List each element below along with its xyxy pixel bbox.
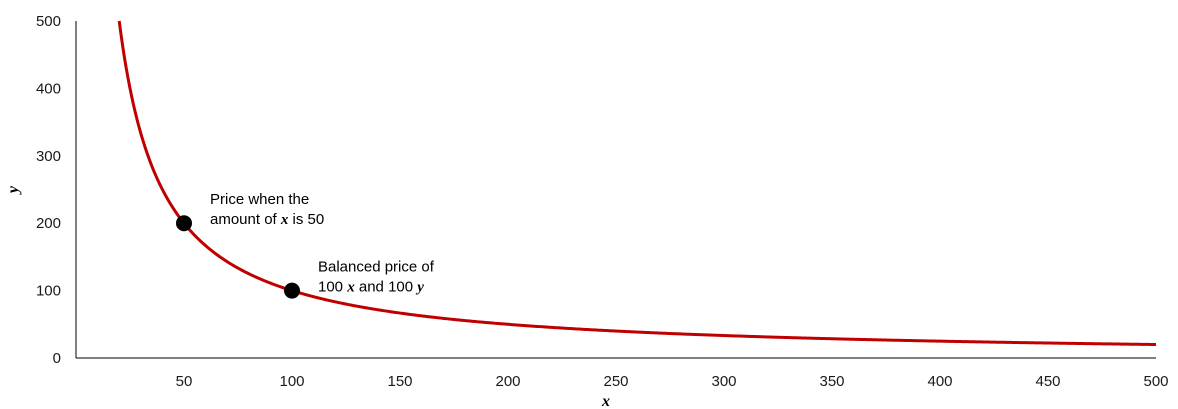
tick-labels: 0 100 200 300 400 500 50 100 150 200 250 300 350 400 4… xyxy=(36,13,1169,390)
annotation-text-segment: Price when the xyxy=(210,191,309,208)
annotation-text-segment: 100 xyxy=(318,279,347,296)
x-tick-label: 200 xyxy=(495,373,520,390)
y-axis-title: y xyxy=(5,185,22,195)
axes xyxy=(75,21,1156,359)
annotation-text-segment: and 100 xyxy=(355,279,418,296)
annotation-text-segment: x xyxy=(346,280,355,296)
x-tick-label: 100 xyxy=(279,373,304,390)
x-tick-label: 500 xyxy=(1143,373,1168,390)
y-tick-label: 500 xyxy=(36,13,61,30)
y-tick-label: 200 xyxy=(36,215,61,232)
x-axis-title: x xyxy=(601,393,610,409)
point-annotation: 100 x and 100 y xyxy=(318,279,424,296)
y-tick-label: 300 xyxy=(36,148,61,165)
point-annotation: Balanced price of xyxy=(318,259,435,276)
x-tick-label: 350 xyxy=(819,373,844,390)
y-tick-label: 100 xyxy=(36,283,61,300)
y-tick-label: 400 xyxy=(36,80,61,97)
annotation-text-segment: amount of xyxy=(210,211,281,228)
y-tick-label: 0 xyxy=(53,350,61,367)
data-point-marker xyxy=(284,282,300,299)
x-tick-label: 400 xyxy=(927,373,952,390)
annotation-text-segment: y xyxy=(415,280,424,296)
price-curve xyxy=(117,20,1157,347)
annotation-text-segment: Balanced price of xyxy=(318,259,435,276)
point-annotation: amount of x is 50 xyxy=(210,211,324,228)
x-tick-label: 150 xyxy=(387,373,412,390)
x-tick-label: 250 xyxy=(603,373,628,390)
point-annotation: Price when the xyxy=(210,191,309,208)
data-points: Price when the amount of x is 50 Balanced … xyxy=(176,191,435,299)
data-point-marker xyxy=(176,215,192,232)
x-tick-label: 50 xyxy=(176,373,193,390)
x-tick-label: 450 xyxy=(1035,373,1060,390)
annotation-text-segment: is 50 xyxy=(288,211,324,228)
x-tick-label: 300 xyxy=(711,373,736,390)
annotation-text-segment: x xyxy=(280,212,289,228)
